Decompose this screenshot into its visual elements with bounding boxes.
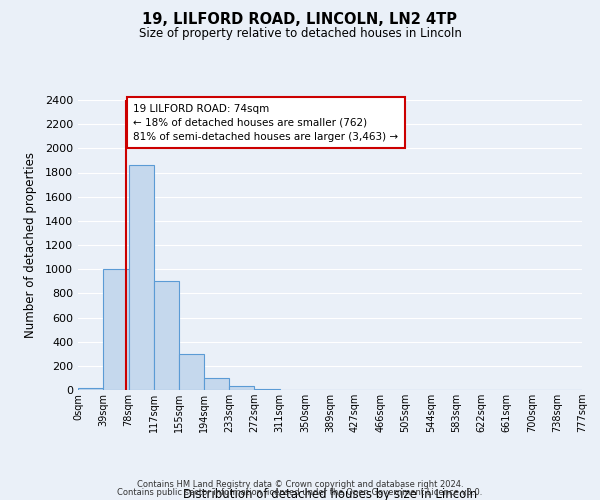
- Text: Contains public sector information licensed under the Open Government Licence v3: Contains public sector information licen…: [118, 488, 482, 497]
- Text: Contains HM Land Registry data © Crown copyright and database right 2024.: Contains HM Land Registry data © Crown c…: [137, 480, 463, 489]
- Bar: [128, 165, 154, 390]
- Bar: [204, 378, 229, 390]
- Text: 19 LILFORD ROAD: 74sqm
← 18% of detached houses are smaller (762)
81% of semi-de: 19 LILFORD ROAD: 74sqm ← 18% of detached…: [133, 104, 398, 142]
- Y-axis label: Number of detached properties: Number of detached properties: [23, 152, 37, 338]
- Text: 19, LILFORD ROAD, LINCOLN, LN2 4TP: 19, LILFORD ROAD, LINCOLN, LN2 4TP: [143, 12, 458, 28]
- Bar: [229, 386, 254, 390]
- Bar: [78, 388, 103, 390]
- Bar: [179, 354, 204, 390]
- Text: Size of property relative to detached houses in Lincoln: Size of property relative to detached ho…: [139, 28, 461, 40]
- Bar: [154, 281, 179, 390]
- X-axis label: Distribution of detached houses by size in Lincoln: Distribution of detached houses by size …: [183, 488, 477, 500]
- Bar: [103, 269, 128, 390]
